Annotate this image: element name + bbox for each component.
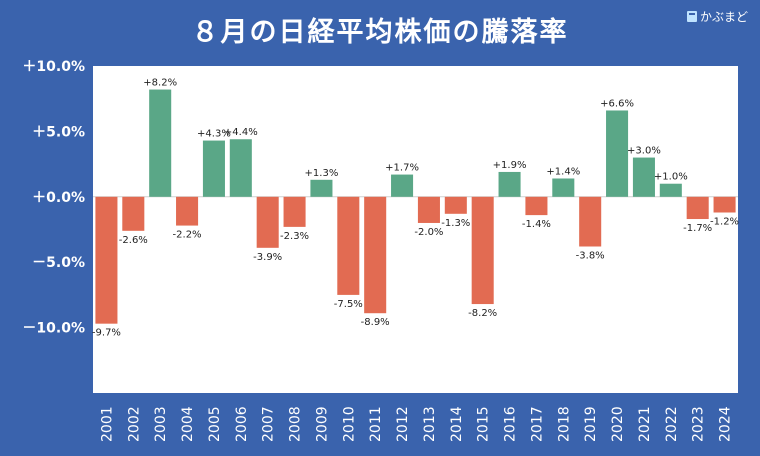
data-label-2017: -1.4% xyxy=(522,219,551,230)
data-label-2024: -1.2% xyxy=(710,216,739,227)
bar-2022 xyxy=(659,183,682,197)
x-tick-label: 2019 xyxy=(583,406,599,442)
y-axis-ticks: ＋10.0% ＋5.0% ＋0.0% －5.0% －10.0% xyxy=(22,59,85,337)
bar-2013 xyxy=(417,196,440,223)
x-tick-label: 2005 xyxy=(207,406,223,442)
x-tick-label: 2006 xyxy=(234,406,250,442)
data-label-2005: +4.3% xyxy=(197,129,231,140)
bar-2011 xyxy=(364,196,387,314)
bar-2024 xyxy=(713,196,736,213)
bar-2019 xyxy=(579,196,602,247)
data-label-2022: +1.0% xyxy=(654,172,688,183)
data-label-2018: +1.4% xyxy=(546,166,580,177)
x-tick-label: 2012 xyxy=(395,406,411,442)
data-label-2008: -2.3% xyxy=(280,231,309,242)
bar-2012 xyxy=(391,174,414,197)
brand-name: かぶまど xyxy=(699,10,748,24)
data-label-2004: -2.2% xyxy=(173,230,202,241)
x-tick-label: 2002 xyxy=(126,406,142,442)
x-tick-label: 2007 xyxy=(261,406,277,442)
x-tick-label: 2021 xyxy=(637,406,653,442)
bar-2015 xyxy=(471,196,494,305)
x-tick-label: 2014 xyxy=(449,406,465,442)
x-tick-label: 2022 xyxy=(664,406,680,442)
x-tick-label: 2009 xyxy=(314,406,330,442)
y-tick-label: －10.0% xyxy=(22,321,85,337)
bar-2017 xyxy=(525,196,548,216)
bar-2007 xyxy=(256,196,279,248)
bar-2001 xyxy=(95,196,118,324)
data-label-2009: +1.3% xyxy=(305,168,339,179)
data-label-2010: -7.5% xyxy=(334,299,363,310)
bar-2014 xyxy=(444,196,467,214)
bar-2009 xyxy=(310,179,333,197)
bar-2021 xyxy=(632,157,655,197)
brand-logo: かぶまど xyxy=(686,8,748,25)
kabumado-logo-icon xyxy=(686,11,697,22)
y-tick-label: ＋10.0% xyxy=(22,59,85,75)
x-tick-label: 2023 xyxy=(691,406,707,442)
x-tick-label: 2008 xyxy=(288,406,304,442)
x-tick-label: 2010 xyxy=(341,406,357,442)
data-label-2003: +8.2% xyxy=(143,78,177,89)
data-label-2002: -2.6% xyxy=(119,235,148,246)
data-label-2016: +1.9% xyxy=(493,160,527,171)
data-label-2015: -8.2% xyxy=(468,308,497,319)
x-axis-ticks: 2001 2002 2003 2004 2005 2006 2007 2008 2009 2010… xyxy=(99,406,733,442)
x-tick-label: 2003 xyxy=(153,406,169,442)
data-label-2012: +1.7% xyxy=(385,163,419,174)
bar-2023 xyxy=(686,196,709,220)
x-tick-label: 2016 xyxy=(503,406,519,442)
bar-2003 xyxy=(149,89,172,197)
bar-2006 xyxy=(229,139,252,197)
bar-2005 xyxy=(202,140,225,197)
bar-2018 xyxy=(552,178,575,197)
x-tick-label: 2013 xyxy=(422,406,438,442)
bar-2002 xyxy=(122,196,145,231)
x-tick-label: 2020 xyxy=(610,406,626,442)
x-tick-label: 2024 xyxy=(718,406,734,442)
data-labels: -9.7% -2.6% +8.2% -2.2% +4.3%+4.4% -3.9% -2.3%… xyxy=(92,78,739,339)
data-label-2011: -8.9% xyxy=(361,317,390,328)
bar-2008 xyxy=(283,196,306,227)
data-label-2001: -9.7% xyxy=(92,328,121,339)
data-label-2006: +4.4% xyxy=(224,127,258,138)
bars xyxy=(95,89,736,324)
x-tick-label: 2015 xyxy=(476,406,492,442)
data-label-2007: -3.9% xyxy=(253,252,282,263)
data-label-2023: -1.7% xyxy=(683,223,712,234)
data-label-2014: -1.3% xyxy=(441,218,470,229)
plot-area xyxy=(93,66,738,393)
x-tick-label: 2018 xyxy=(556,406,572,442)
data-label-2013: -2.0% xyxy=(414,227,443,238)
x-tick-label: 2011 xyxy=(368,406,384,442)
x-tick-label: 2001 xyxy=(99,406,115,442)
x-tick-label: 2004 xyxy=(180,406,196,442)
x-tick-label: 2017 xyxy=(529,406,545,442)
data-label-2019: -3.8% xyxy=(576,251,605,262)
y-tick-label: ＋5.0% xyxy=(32,124,85,140)
bar-2004 xyxy=(176,196,199,226)
bar-2016 xyxy=(498,171,521,197)
data-label-2021: +3.0% xyxy=(627,146,661,157)
data-label-2020: +6.6% xyxy=(600,98,634,109)
chart-title: ８月の日経平均株価の騰落率 xyxy=(191,17,569,48)
y-tick-label: －5.0% xyxy=(32,255,85,271)
bar-2010 xyxy=(337,196,360,295)
y-tick-label: ＋0.0% xyxy=(32,190,85,206)
bar-2020 xyxy=(606,110,629,197)
